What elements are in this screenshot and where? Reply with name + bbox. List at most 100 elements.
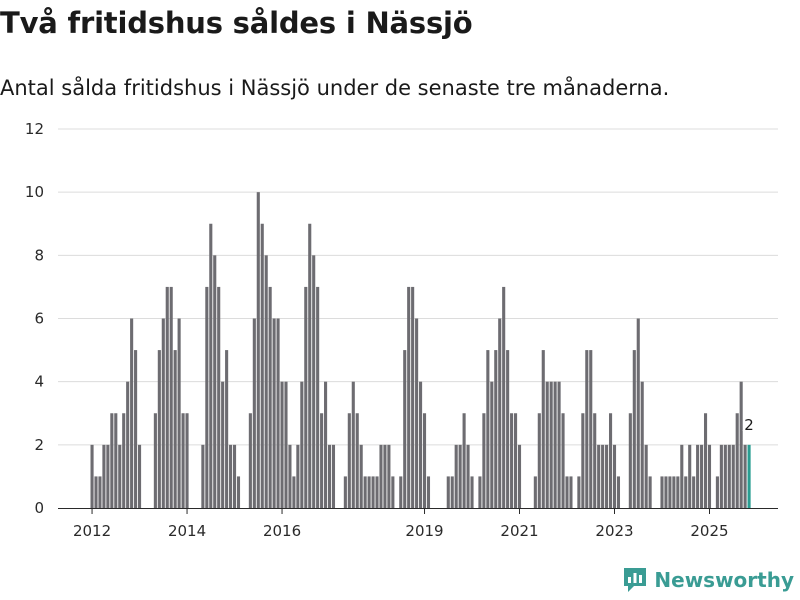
bar — [703, 413, 708, 508]
bar — [173, 350, 177, 508]
bar — [636, 318, 640, 508]
bar — [450, 476, 454, 508]
bar — [407, 286, 411, 508]
bar — [209, 223, 213, 508]
bar — [300, 381, 304, 508]
bar — [134, 350, 138, 508]
bar — [304, 286, 308, 508]
bar — [719, 444, 723, 508]
bar — [316, 286, 320, 508]
bar — [252, 318, 256, 508]
bar — [205, 286, 209, 508]
y-tick-label: 4 — [34, 373, 44, 391]
bar — [122, 413, 126, 508]
bar — [114, 413, 118, 508]
y-tick-label: 2 — [34, 436, 44, 454]
bar — [217, 286, 221, 508]
bar — [213, 255, 217, 508]
bar — [533, 476, 537, 508]
bar — [260, 223, 264, 508]
bar — [118, 444, 122, 508]
bar — [684, 476, 688, 508]
x-tick-label: 2016 — [263, 522, 301, 540]
x-tick-label: 2012 — [73, 522, 111, 540]
bar — [367, 476, 371, 508]
bar — [664, 476, 668, 508]
bar — [264, 255, 268, 508]
bar — [165, 286, 169, 508]
newsworthy-logo-text: Newsworthy — [654, 568, 794, 592]
bar — [387, 444, 391, 508]
x-axis: 2012 2014 2016 2019 2021 2023 2025 — [73, 508, 729, 540]
bar — [312, 255, 316, 508]
bar — [225, 350, 229, 508]
bar — [201, 444, 205, 508]
y-tick-label: 8 — [34, 246, 44, 264]
bar — [153, 413, 157, 508]
bar — [644, 444, 648, 508]
bar — [268, 286, 272, 508]
bar — [569, 476, 573, 508]
chart-title: Två fritidshus såldes i Nässjö — [0, 6, 473, 40]
bar — [130, 318, 134, 508]
bar — [90, 444, 94, 508]
bar — [177, 318, 181, 508]
bar — [597, 444, 601, 508]
bar — [399, 476, 403, 508]
bar — [502, 286, 506, 508]
bar — [514, 413, 518, 508]
bar — [612, 444, 617, 508]
bar — [731, 444, 735, 508]
bar — [660, 476, 664, 508]
bar — [415, 318, 419, 508]
x-tick-label: 2021 — [500, 522, 538, 540]
bar — [743, 444, 747, 508]
bars — [90, 192, 751, 508]
bar — [565, 476, 569, 508]
y-axis: 0 2 4 6 8 10 12 — [25, 120, 44, 517]
bar — [169, 286, 173, 508]
bar — [422, 413, 427, 508]
bar — [723, 444, 727, 508]
newsworthy-logo-icon — [624, 568, 647, 592]
bar — [692, 476, 696, 508]
bar — [102, 444, 106, 508]
bar — [351, 381, 355, 508]
bar — [593, 413, 597, 508]
bar — [347, 413, 351, 508]
bar — [498, 318, 502, 508]
bar — [221, 381, 225, 508]
bar — [458, 444, 462, 508]
bar — [411, 286, 415, 508]
bar — [589, 350, 593, 508]
bar — [137, 444, 142, 508]
bar-latest — [747, 444, 751, 508]
bar — [482, 413, 486, 508]
bar — [296, 444, 300, 508]
bar — [280, 381, 284, 508]
bar — [331, 444, 336, 508]
bar — [470, 476, 474, 508]
bar — [446, 476, 450, 508]
y-tick-label: 6 — [34, 310, 44, 328]
bar — [98, 476, 102, 508]
x-tick-label: 2025 — [690, 522, 728, 540]
bar — [557, 381, 561, 508]
bar — [632, 350, 636, 508]
bar — [292, 476, 296, 508]
bar — [248, 413, 252, 508]
bar — [185, 413, 189, 508]
bar — [236, 476, 241, 508]
bar — [545, 381, 549, 508]
bar — [640, 381, 644, 508]
bar — [553, 381, 557, 508]
bar — [256, 192, 260, 508]
bar — [715, 476, 719, 508]
bar — [375, 476, 379, 508]
bar — [517, 444, 522, 508]
bar — [363, 476, 367, 508]
bar — [371, 476, 375, 508]
bar — [537, 413, 541, 508]
x-tick-label: 2023 — [595, 522, 633, 540]
